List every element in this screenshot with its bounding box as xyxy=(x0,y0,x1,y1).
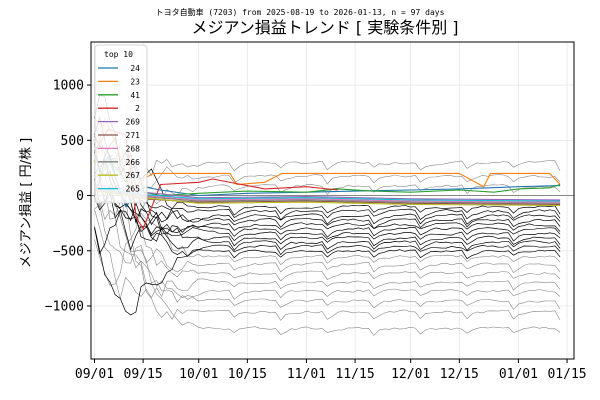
background-series-line xyxy=(94,226,561,316)
legend-label-268: 268 xyxy=(126,144,141,153)
legend-label-271: 271 xyxy=(126,131,141,140)
legend-label-265: 265 xyxy=(126,185,141,194)
legend-label-267: 267 xyxy=(126,171,141,180)
legend-label-2: 2 xyxy=(135,104,140,113)
x-tick-label: 11/01 xyxy=(287,367,326,382)
background-series-line xyxy=(94,151,561,230)
legend-label-23: 23 xyxy=(130,77,140,86)
background-series-line xyxy=(94,146,561,266)
background-series-line xyxy=(94,171,561,249)
background-series-line xyxy=(94,174,561,300)
background-series-line xyxy=(94,183,561,310)
y-tick-label: −1000 xyxy=(45,299,84,314)
background-series-line xyxy=(94,191,561,251)
background-series-line xyxy=(94,158,561,221)
background-series-line xyxy=(94,142,561,193)
background-series-line xyxy=(94,94,561,251)
legend-label-266: 266 xyxy=(126,158,141,167)
background-series-line xyxy=(94,116,561,221)
background-series-line xyxy=(94,200,561,255)
y-tick-label: −500 xyxy=(53,244,84,259)
legend-label-24: 24 xyxy=(130,64,140,73)
background-series-line xyxy=(94,140,561,282)
top-series xyxy=(93,116,561,230)
y-axis-ticks: 1000 500 0 −500 −1000 xyxy=(45,79,91,314)
x-tick-label: 11/15 xyxy=(336,367,375,382)
x-tick-label: 01/01 xyxy=(499,367,538,382)
background-series-line xyxy=(94,179,561,260)
legend: top 10 24 23 41 2 269 271 268 266 267 265 xyxy=(94,44,148,204)
x-tick-label: 09/15 xyxy=(124,367,163,382)
x-tick-label: 10/15 xyxy=(228,367,267,382)
x-tick-label: 09/01 xyxy=(75,367,114,382)
background-series-line xyxy=(94,137,561,242)
legend-label-269: 269 xyxy=(126,118,141,127)
y-axis-label: メジアン損益 [ 円/株 ] xyxy=(19,138,34,268)
background-series-line xyxy=(94,173,561,336)
chart-suptitle: トヨタ自動車 (7203) from 2025-08-19 to 2026-01… xyxy=(156,7,445,17)
y-tick-label: 0 xyxy=(76,189,84,204)
x-tick-label: 12/01 xyxy=(391,367,430,382)
legend-title: top 10 xyxy=(104,50,133,59)
background-series-line xyxy=(94,126,561,321)
background-series-line xyxy=(94,209,561,299)
legend-box xyxy=(94,44,148,204)
chart-title: メジアン損益トレンド [ 実験条件別 ] xyxy=(191,18,458,37)
x-tick-label: 12/15 xyxy=(440,367,479,382)
x-tick-label: 01/15 xyxy=(547,367,586,382)
y-tick-label: 500 xyxy=(61,134,84,149)
legend-label-41: 41 xyxy=(130,91,140,100)
x-tick-label: 10/01 xyxy=(179,367,218,382)
plot-frame xyxy=(90,41,575,360)
y-tick-label: 1000 xyxy=(53,79,84,94)
x-axis-ticks: 09/01 09/15 10/01 10/15 11/01 11/15 12/01 12/15… xyxy=(75,359,587,382)
series-line-24 xyxy=(94,155,561,208)
background-series xyxy=(94,94,561,336)
